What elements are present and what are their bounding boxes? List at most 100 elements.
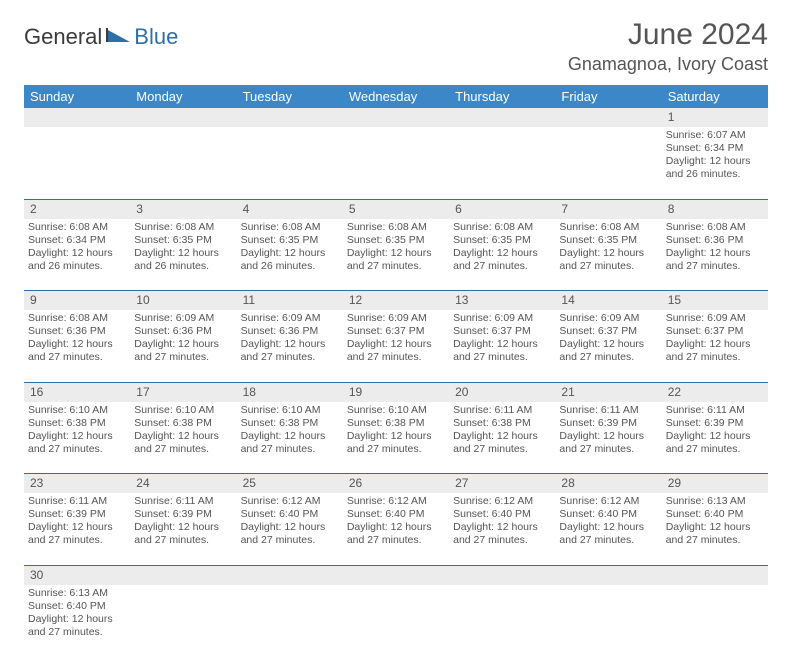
weekday-header: Friday xyxy=(555,85,661,108)
day1-text: Daylight: 12 hours xyxy=(134,521,232,534)
sunset-text: Sunset: 6:38 PM xyxy=(347,417,445,430)
day-cell xyxy=(237,585,343,657)
day1-text: Daylight: 12 hours xyxy=(559,338,657,351)
week-row: Sunrise: 6:11 AMSunset: 6:39 PMDaylight:… xyxy=(24,493,768,565)
day-cell: Sunrise: 6:07 AMSunset: 6:34 PMDaylight:… xyxy=(662,127,768,199)
day2-text: and 27 minutes. xyxy=(347,443,445,456)
sunrise-text: Sunrise: 6:08 AM xyxy=(559,221,657,234)
day-cell: Sunrise: 6:09 AMSunset: 6:37 PMDaylight:… xyxy=(555,310,661,382)
day1-text: Daylight: 12 hours xyxy=(241,430,339,443)
day-cell: Sunrise: 6:08 AMSunset: 6:35 PMDaylight:… xyxy=(555,219,661,291)
day2-text: and 27 minutes. xyxy=(559,534,657,547)
day1-text: Daylight: 12 hours xyxy=(347,338,445,351)
sunset-text: Sunset: 6:38 PM xyxy=(241,417,339,430)
day-cell xyxy=(343,585,449,657)
week-row: Sunrise: 6:08 AMSunset: 6:36 PMDaylight:… xyxy=(24,310,768,382)
weekday-header: Saturday xyxy=(662,85,768,108)
day-cell: Sunrise: 6:09 AMSunset: 6:36 PMDaylight:… xyxy=(130,310,236,382)
day1-text: Daylight: 12 hours xyxy=(28,521,126,534)
day-number xyxy=(130,108,236,127)
day1-text: Daylight: 12 hours xyxy=(453,430,551,443)
daynum-row: 9101112131415 xyxy=(24,291,768,311)
logo-text-general: General xyxy=(24,24,102,50)
day1-text: Daylight: 12 hours xyxy=(559,247,657,260)
day2-text: and 27 minutes. xyxy=(347,260,445,273)
sunset-text: Sunset: 6:34 PM xyxy=(28,234,126,247)
day-cell: Sunrise: 6:13 AMSunset: 6:40 PMDaylight:… xyxy=(24,585,130,657)
day-number: 11 xyxy=(237,291,343,311)
day-number xyxy=(555,108,661,127)
sunset-text: Sunset: 6:39 PM xyxy=(134,508,232,521)
day-number: 22 xyxy=(662,382,768,402)
week-row: Sunrise: 6:07 AMSunset: 6:34 PMDaylight:… xyxy=(24,127,768,199)
day-cell: Sunrise: 6:10 AMSunset: 6:38 PMDaylight:… xyxy=(237,402,343,474)
day-cell: Sunrise: 6:09 AMSunset: 6:37 PMDaylight:… xyxy=(662,310,768,382)
day2-text: and 27 minutes. xyxy=(666,443,764,456)
sunset-text: Sunset: 6:40 PM xyxy=(28,600,126,613)
day-cell: Sunrise: 6:09 AMSunset: 6:37 PMDaylight:… xyxy=(449,310,555,382)
daynum-row: 1 xyxy=(24,108,768,127)
day1-text: Daylight: 12 hours xyxy=(347,521,445,534)
day1-text: Daylight: 12 hours xyxy=(241,247,339,260)
day1-text: Daylight: 12 hours xyxy=(28,338,126,351)
day-cell: Sunrise: 6:12 AMSunset: 6:40 PMDaylight:… xyxy=(343,493,449,565)
day-cell: Sunrise: 6:11 AMSunset: 6:39 PMDaylight:… xyxy=(130,493,236,565)
day-cell: Sunrise: 6:08 AMSunset: 6:36 PMDaylight:… xyxy=(24,310,130,382)
day-number xyxy=(130,565,236,585)
day-number: 17 xyxy=(130,382,236,402)
day-cell: Sunrise: 6:13 AMSunset: 6:40 PMDaylight:… xyxy=(662,493,768,565)
logo-text-blue: Blue xyxy=(134,24,178,50)
day-number xyxy=(343,565,449,585)
sunset-text: Sunset: 6:37 PM xyxy=(453,325,551,338)
sunset-text: Sunset: 6:35 PM xyxy=(453,234,551,247)
day-cell xyxy=(449,585,555,657)
header: General Blue June 2024 Gnamagnoa, Ivory … xyxy=(24,18,768,75)
sunrise-text: Sunrise: 6:09 AM xyxy=(666,312,764,325)
sunset-text: Sunset: 6:35 PM xyxy=(241,234,339,247)
day2-text: and 26 minutes. xyxy=(241,260,339,273)
sunset-text: Sunset: 6:36 PM xyxy=(241,325,339,338)
sunrise-text: Sunrise: 6:10 AM xyxy=(134,404,232,417)
day-number: 25 xyxy=(237,474,343,494)
day1-text: Daylight: 12 hours xyxy=(666,521,764,534)
day-number xyxy=(237,108,343,127)
weekday-header: Tuesday xyxy=(237,85,343,108)
sunrise-text: Sunrise: 6:11 AM xyxy=(559,404,657,417)
day-number: 24 xyxy=(130,474,236,494)
sunrise-text: Sunrise: 6:09 AM xyxy=(241,312,339,325)
day2-text: and 27 minutes. xyxy=(134,534,232,547)
sunset-text: Sunset: 6:38 PM xyxy=(134,417,232,430)
day1-text: Daylight: 12 hours xyxy=(347,430,445,443)
day-number: 15 xyxy=(662,291,768,311)
sunrise-text: Sunrise: 6:10 AM xyxy=(28,404,126,417)
day-number: 6 xyxy=(449,199,555,219)
day-number: 29 xyxy=(662,474,768,494)
day2-text: and 27 minutes. xyxy=(559,443,657,456)
day-cell xyxy=(130,127,236,199)
day-number xyxy=(662,565,768,585)
sunrise-text: Sunrise: 6:08 AM xyxy=(241,221,339,234)
daynum-row: 23242526272829 xyxy=(24,474,768,494)
day-number xyxy=(343,108,449,127)
sunrise-text: Sunrise: 6:13 AM xyxy=(28,587,126,600)
day-cell xyxy=(24,127,130,199)
day-number xyxy=(24,108,130,127)
sunrise-text: Sunrise: 6:09 AM xyxy=(134,312,232,325)
location: Gnamagnoa, Ivory Coast xyxy=(568,54,768,75)
sunset-text: Sunset: 6:36 PM xyxy=(134,325,232,338)
day-number: 10 xyxy=(130,291,236,311)
day-cell: Sunrise: 6:08 AMSunset: 6:35 PMDaylight:… xyxy=(343,219,449,291)
sunset-text: Sunset: 6:35 PM xyxy=(347,234,445,247)
day2-text: and 27 minutes. xyxy=(241,351,339,364)
day2-text: and 27 minutes. xyxy=(134,443,232,456)
sunset-text: Sunset: 6:35 PM xyxy=(559,234,657,247)
sunrise-text: Sunrise: 6:07 AM xyxy=(666,129,764,142)
day2-text: and 27 minutes. xyxy=(666,260,764,273)
day-cell xyxy=(130,585,236,657)
day-cell xyxy=(555,127,661,199)
day-cell: Sunrise: 6:12 AMSunset: 6:40 PMDaylight:… xyxy=(555,493,661,565)
day2-text: and 26 minutes. xyxy=(28,260,126,273)
logo: General Blue xyxy=(24,24,178,50)
day-number: 20 xyxy=(449,382,555,402)
sunset-text: Sunset: 6:38 PM xyxy=(28,417,126,430)
